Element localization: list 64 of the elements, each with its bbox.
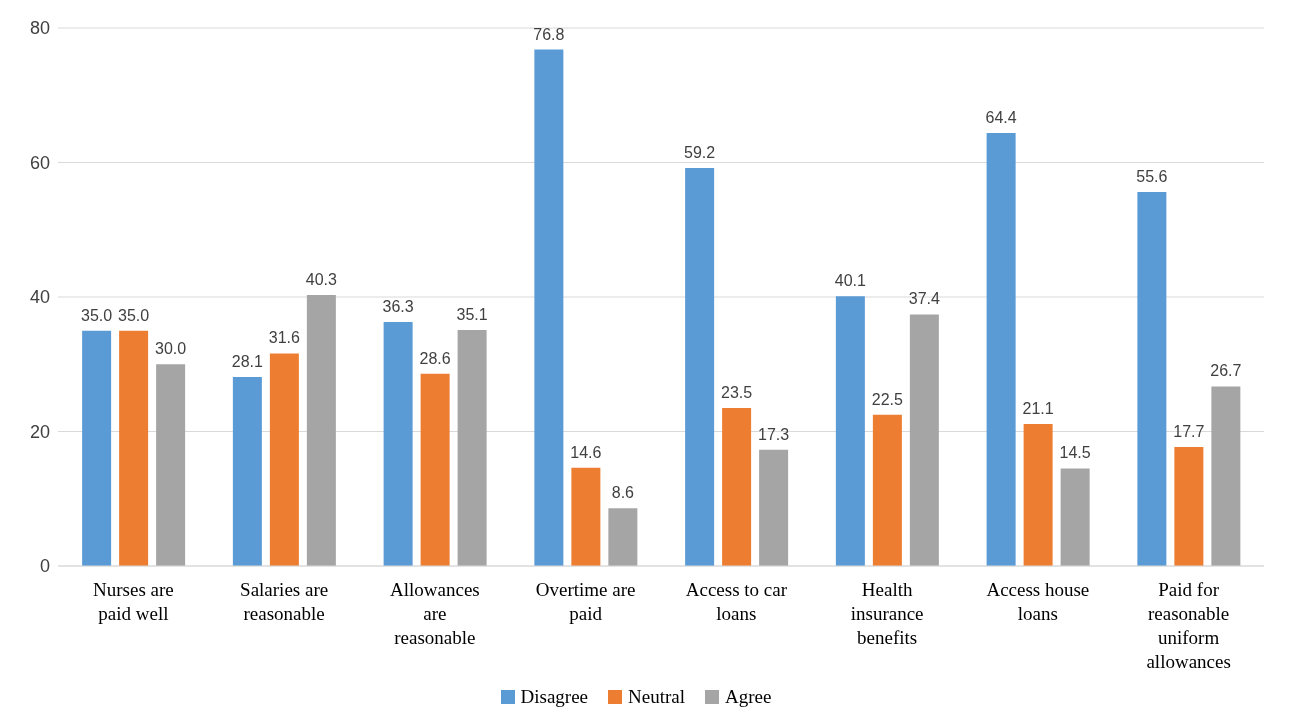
bar: [457, 329, 487, 566]
data-label: 36.3: [382, 297, 414, 315]
bar: [1174, 446, 1204, 566]
bar: [1137, 192, 1167, 566]
legend-label: Disagree: [520, 686, 589, 708]
bar: [1211, 386, 1241, 566]
bar: [82, 330, 112, 566]
data-label: 30.0: [155, 340, 187, 358]
data-label: 76.8: [533, 25, 565, 43]
bar: [685, 167, 715, 566]
bar: [571, 467, 601, 566]
data-label: 21.1: [1022, 400, 1054, 418]
bar: [909, 314, 939, 566]
x-tick-label: Salaries are reasonable: [240, 579, 329, 624]
bar: [232, 377, 262, 566]
bar: [759, 449, 789, 566]
data-label: 64.4: [985, 108, 1017, 126]
bar: [119, 330, 149, 566]
data-label: 35.1: [456, 305, 488, 323]
data-label: 17.7: [1173, 422, 1205, 440]
bar: [872, 414, 902, 566]
data-label: 59.2: [684, 143, 716, 161]
bar: [1023, 424, 1053, 566]
bar: [1060, 468, 1090, 566]
x-tick-label: Overtime are paid: [535, 579, 636, 624]
bar: [608, 508, 638, 566]
bar: [156, 364, 186, 566]
data-label: 31.6: [268, 329, 301, 347]
data-label: 40.3: [305, 270, 338, 288]
bar: [269, 353, 299, 566]
bar: [420, 373, 450, 566]
bar: [722, 407, 752, 566]
data-label: 22.5: [871, 390, 904, 408]
data-label: 55.6: [1136, 168, 1168, 186]
y-tick-label: 0: [39, 556, 50, 577]
y-tick-label: 40: [29, 287, 50, 308]
data-label: 8.6: [611, 484, 635, 502]
legend-label: Agree: [725, 686, 772, 708]
data-label: 35.0: [81, 306, 113, 324]
bar: [383, 321, 413, 566]
legend-label: Neutral: [628, 686, 686, 708]
x-tick-label: Health insurance benefits: [850, 579, 924, 648]
data-label: 35.0: [118, 306, 150, 324]
data-label: 40.1: [834, 272, 867, 290]
bar: [306, 294, 336, 566]
data-label: 37.4: [908, 290, 941, 308]
data-label: 14.5: [1059, 444, 1091, 462]
y-tick-label: 20: [29, 421, 50, 442]
data-label: 23.5: [721, 383, 753, 401]
data-label: 17.3: [758, 425, 790, 443]
x-tick-label: Paid for reasonable uniform allowances: [1146, 579, 1231, 672]
bar: [835, 296, 865, 566]
x-tick-label: Access to car loans: [685, 579, 788, 624]
y-tick-label: 80: [29, 18, 50, 39]
x-tick-label: Allowances are reasonable: [390, 579, 480, 648]
data-label: 14.6: [570, 443, 602, 461]
x-tick-label: Access house loans: [986, 579, 1090, 624]
data-label: 26.7: [1210, 362, 1242, 380]
data-label: 28.6: [419, 349, 451, 367]
bar: [986, 132, 1016, 566]
x-tick-label: Nurses are paid well: [93, 579, 174, 624]
bar: [534, 49, 564, 566]
data-label: 28.1: [231, 353, 264, 371]
y-tick-label: 60: [29, 152, 50, 173]
